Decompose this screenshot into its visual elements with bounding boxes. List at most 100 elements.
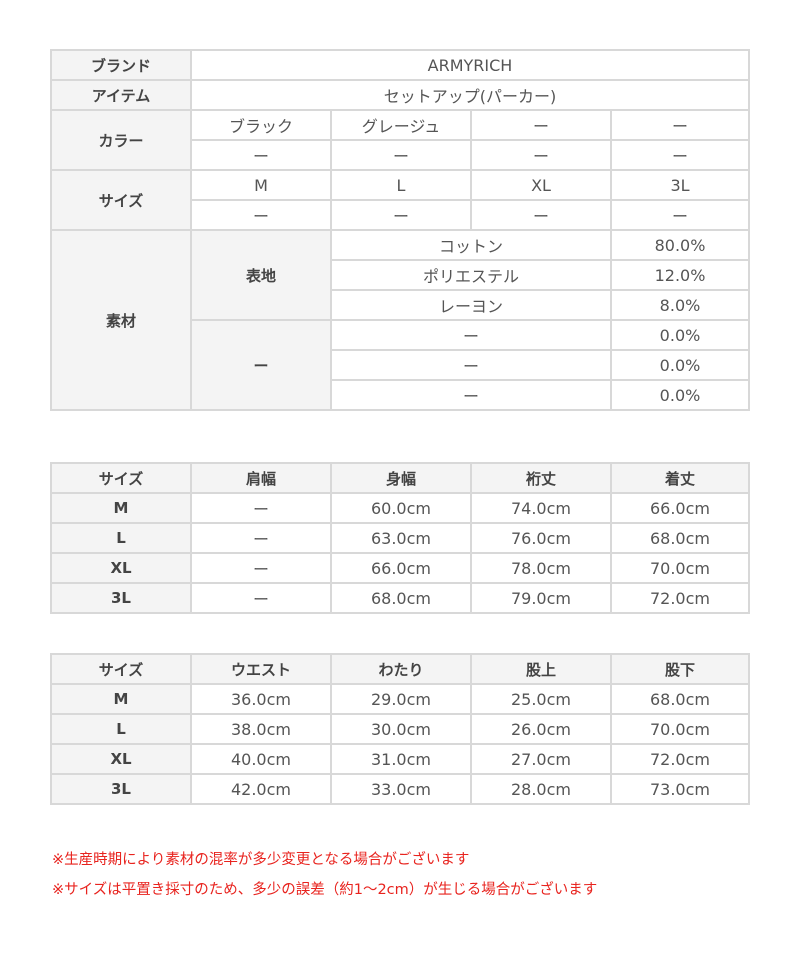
measurement-cell: ー xyxy=(190,522,332,554)
size-value: ー xyxy=(330,199,472,231)
size-value: M xyxy=(190,169,332,201)
material-pct: 12.0% xyxy=(610,259,750,291)
spec-table: ブランド ARMYRICH アイテム セットアップ(パーカー) カラー ブラック グレ… xyxy=(50,49,750,411)
size-label: M xyxy=(50,492,192,524)
color-row: ーーーー xyxy=(51,139,750,171)
measurement-cell: 42.0cm xyxy=(190,773,332,805)
table-row: 3L 42.0cm 33.0cm 28.0cm 73.0cm xyxy=(50,773,750,805)
measurement-cell: 70.0cm xyxy=(610,713,750,745)
color-value: ー xyxy=(190,139,332,171)
measurement-cell: 25.0cm xyxy=(470,683,612,715)
table-row: 3L ー 68.0cm 79.0cm 72.0cm xyxy=(50,582,750,614)
material-pct: 8.0% xyxy=(610,289,750,321)
size-value: ー xyxy=(610,199,750,231)
material-row: 素材 表地 コットン 80.0% xyxy=(50,229,750,411)
measurement-cell: 27.0cm xyxy=(470,743,612,775)
column-header: 身幅 xyxy=(330,462,472,494)
material-row: ポリエステル 12.0% xyxy=(51,259,750,291)
material-name: レーヨン xyxy=(330,289,612,321)
size-value: XL xyxy=(470,169,612,201)
size-label: XL xyxy=(50,552,192,584)
measurement-cell: ー xyxy=(190,582,332,614)
column-header: 肩幅 xyxy=(190,462,332,494)
color-value: グレージュ xyxy=(330,109,472,141)
table-row: L ー 63.0cm 76.0cm 68.0cm xyxy=(50,522,750,554)
measurement-cell: ー xyxy=(190,552,332,584)
column-header: サイズ xyxy=(50,653,192,685)
measurement-cell: 63.0cm xyxy=(330,522,472,554)
color-value: ー xyxy=(470,109,612,141)
size-label: 3L xyxy=(50,773,192,805)
material-name: ー xyxy=(330,319,612,351)
size-row: サイズ M L XL 3L xyxy=(50,169,750,231)
size-label: サイズ xyxy=(50,169,192,231)
color-value: ー xyxy=(610,139,750,171)
bottom-size-table: サイズ ウエスト わたり 股上 股下 M 36.0cm 29.0cm 25.0cm 68.0cm L… xyxy=(50,653,750,805)
brand-row: ブランド ARMYRICH xyxy=(50,49,750,81)
measurement-cell: 66.0cm xyxy=(610,492,750,524)
measurement-cell: 76.0cm xyxy=(470,522,612,554)
measurement-cell: 72.0cm xyxy=(610,582,750,614)
size-label: 3L xyxy=(50,582,192,614)
size-value: L xyxy=(330,169,472,201)
color-value: ー xyxy=(470,139,612,171)
color-label: カラー xyxy=(50,109,192,171)
item-row: アイテム セットアップ(パーカー) xyxy=(50,79,750,111)
measurement-cell: 38.0cm xyxy=(190,713,332,745)
size-value: ー xyxy=(470,199,612,231)
size-label: L xyxy=(50,713,192,745)
measurement-cell: 74.0cm xyxy=(470,492,612,524)
table-row: M ー 60.0cm 74.0cm 66.0cm xyxy=(50,492,750,524)
material-row: ー 0.0% xyxy=(51,349,750,381)
material-pct: 0.0% xyxy=(610,379,750,411)
note-material: ※生産時期により素材の混率が多少変更となる場合がございます xyxy=(52,852,470,868)
material-pct: 0.0% xyxy=(610,319,750,351)
header-row: サイズ ウエスト わたり 股上 股下 xyxy=(50,653,750,685)
material-name: コットン xyxy=(330,229,612,261)
color-value: ブラック xyxy=(190,109,332,141)
column-header: 股上 xyxy=(470,653,612,685)
table-row: L 38.0cm 30.0cm 26.0cm 70.0cm xyxy=(50,713,750,745)
measurement-cell: 60.0cm xyxy=(330,492,472,524)
item-value: セットアップ(パーカー) xyxy=(190,79,750,111)
measurement-cell: 31.0cm xyxy=(330,743,472,775)
material-group-label: ー xyxy=(190,319,332,411)
column-header: わたり xyxy=(330,653,472,685)
measurement-cell: 68.0cm xyxy=(610,683,750,715)
size-value: ー xyxy=(190,199,332,231)
brand-value: ARMYRICH xyxy=(190,49,750,81)
measurement-cell: 79.0cm xyxy=(470,582,612,614)
measurement-cell: 40.0cm xyxy=(190,743,332,775)
color-value: ー xyxy=(330,139,472,171)
table-row: XL 40.0cm 31.0cm 27.0cm 72.0cm xyxy=(50,743,750,775)
material-group-label: 表地 xyxy=(190,229,332,321)
size-label: M xyxy=(50,683,192,715)
measurement-cell: 26.0cm xyxy=(470,713,612,745)
color-row: カラー ブラック グレージューー xyxy=(50,109,750,171)
column-header: 股下 xyxy=(610,653,750,685)
measurement-cell: 73.0cm xyxy=(610,773,750,805)
column-header: 裄丈 xyxy=(470,462,612,494)
column-header: サイズ xyxy=(50,462,192,494)
material-pct: 80.0% xyxy=(610,229,750,261)
size-label: L xyxy=(50,522,192,554)
measurement-cell: 66.0cm xyxy=(330,552,472,584)
material-name: ー xyxy=(330,379,612,411)
measurement-cell: 33.0cm xyxy=(330,773,472,805)
measurement-cell: 68.0cm xyxy=(330,582,472,614)
table-row: XL ー 66.0cm 78.0cm 70.0cm xyxy=(50,552,750,584)
material-pct: 0.0% xyxy=(610,349,750,381)
material-name: ー xyxy=(330,349,612,381)
item-label: アイテム xyxy=(50,79,192,111)
header-row: サイズ 肩幅 身幅 裄丈 着丈 xyxy=(50,462,750,494)
brand-label: ブランド xyxy=(50,49,192,81)
material-row: レーヨン 8.0% xyxy=(51,289,750,321)
size-row: ーーーー xyxy=(51,199,750,231)
measurement-cell: ー xyxy=(190,492,332,524)
top-size-table: サイズ 肩幅 身幅 裄丈 着丈 M ー 60.0cm 74.0cm 66.0cm L ー 63.0cm 7… xyxy=(50,462,750,614)
color-value: ー xyxy=(610,109,750,141)
material-label: 素材 xyxy=(50,229,192,411)
size-label: XL xyxy=(50,743,192,775)
measurement-cell: 30.0cm xyxy=(330,713,472,745)
table-row: M 36.0cm 29.0cm 25.0cm 68.0cm xyxy=(50,683,750,715)
